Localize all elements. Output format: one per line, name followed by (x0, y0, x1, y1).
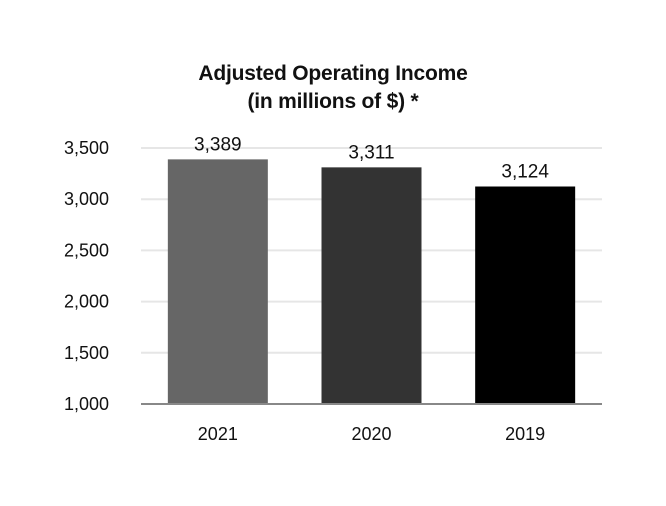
bar-2020 (321, 167, 422, 404)
y-tick-label: 2,500 (64, 240, 109, 260)
bar-2019 (475, 186, 576, 404)
data-label: 3,124 (501, 162, 549, 183)
y-tick-label: 3,500 (64, 138, 109, 158)
x-tick-label: 2019 (505, 424, 545, 444)
chart-title: Adjusted Operating Income (198, 62, 468, 85)
x-tick-label: 2021 (198, 424, 238, 444)
y-tick-label: 2,000 (64, 292, 109, 312)
y-tick-label: 3,000 (64, 189, 109, 209)
data-label: 3,311 (348, 142, 394, 163)
y-tick-label: 1,500 (64, 343, 109, 363)
bar-2021 (167, 159, 268, 404)
y-tick-label: 1,000 (64, 394, 109, 414)
data-label: 3,389 (194, 134, 242, 155)
x-tick-label: 2020 (351, 424, 391, 444)
chart-subtitle: (in millions of $) * (247, 90, 419, 113)
